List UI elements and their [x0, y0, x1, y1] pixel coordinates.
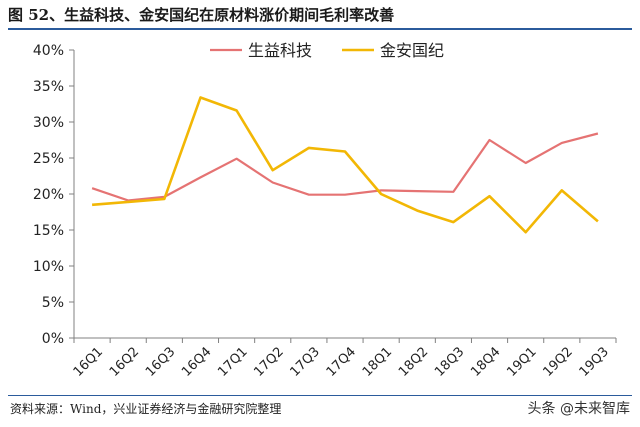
y-tick-label: 15%	[33, 223, 64, 239]
y-tick-label: 5%	[42, 295, 64, 311]
x-tick-label: 19Q1	[504, 344, 539, 379]
y-tick-label: 35%	[33, 79, 64, 95]
title-rule	[8, 28, 632, 30]
y-tick-label: 25%	[33, 151, 64, 167]
legend-label: 生益科技	[248, 41, 312, 60]
x-tick-label: 18Q3	[432, 344, 467, 379]
x-tick-label: 16Q2	[107, 344, 142, 379]
x-tick-label: 18Q4	[468, 344, 503, 379]
watermark: 头条 @未来智库	[527, 401, 630, 417]
x-tick-label: 17Q4	[324, 344, 359, 379]
legend: 生益科技 金安国纪	[210, 41, 444, 60]
x-tick-label: 19Q2	[540, 344, 575, 379]
series-line-2	[91, 96, 599, 234]
bottom-rule	[8, 395, 632, 396]
x-tick-label: 17Q1	[215, 344, 250, 379]
source-note: 资料来源：Wind，兴业证券经济与金融研究院整理	[10, 402, 282, 416]
x-tick-label: 17Q3	[288, 344, 323, 379]
y-tick-label: 20%	[33, 187, 64, 203]
y-tick-label: 0%	[42, 331, 64, 347]
series-lines	[91, 96, 599, 234]
x-tick-label: 16Q4	[179, 344, 214, 379]
x-tick-label: 16Q3	[143, 344, 178, 379]
line-chart: 0% 5% 10% 15% 20% 25% 30% 35% 40% 16Q1 16Q2 16Q3 16Q…	[33, 41, 617, 380]
y-tick-label: 10%	[33, 259, 64, 275]
axes	[69, 49, 617, 343]
x-tick-label: 18Q1	[360, 344, 395, 379]
x-tick-label: 16Q1	[71, 344, 106, 379]
y-tick-label: 30%	[33, 115, 64, 131]
x-tick-label: 18Q2	[396, 344, 431, 379]
y-tick-label: 40%	[33, 43, 64, 59]
x-tick-label: 19Q3	[577, 344, 612, 379]
x-tick-label: 17Q2	[251, 344, 286, 379]
series-line-1	[91, 132, 599, 202]
chart-title: 图 52、生益科技、金安国纪在原材料涨价期间毛利率改善	[8, 6, 395, 24]
legend-label: 金安国纪	[380, 41, 444, 60]
tick-labels: 0% 5% 10% 15% 20% 25% 30% 35% 40% 16Q1 16Q2 16Q3 16Q…	[33, 43, 612, 380]
